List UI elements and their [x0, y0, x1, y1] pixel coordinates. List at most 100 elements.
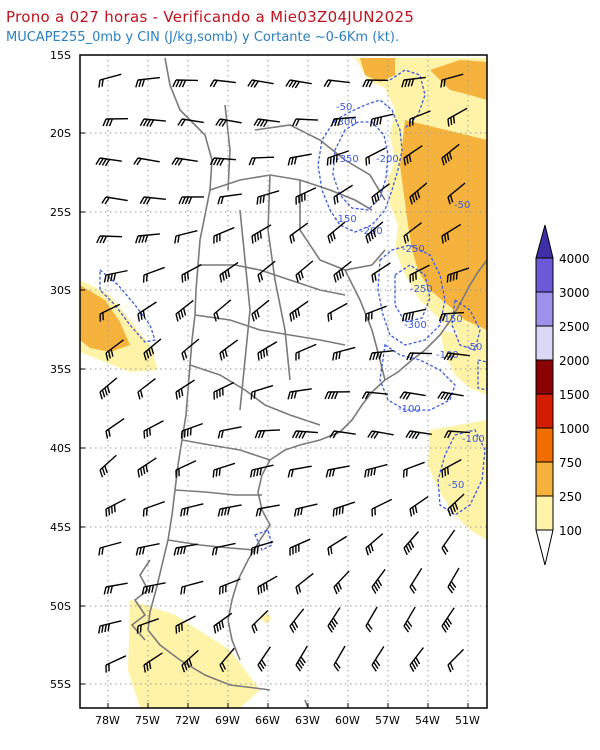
wind-barb — [333, 570, 350, 595]
wind-barb — [219, 647, 235, 673]
wind-barb — [98, 73, 122, 88]
wind-barb — [251, 299, 270, 322]
wind-barb — [217, 426, 242, 439]
wind-barb — [329, 430, 356, 439]
wind-barb — [405, 430, 432, 440]
cin-contour-north-3 — [389, 69, 426, 129]
wind-barb — [447, 493, 465, 517]
wind-barb — [219, 578, 241, 595]
wind-barb — [96, 235, 123, 244]
wind-barb — [209, 79, 236, 88]
wind-barb — [135, 76, 160, 88]
wind-barb — [257, 341, 278, 361]
wind-barb — [250, 384, 274, 400]
cin-label-4: -200 — [376, 154, 399, 165]
cape-area-250-north — [360, 58, 395, 82]
wind-barb — [401, 76, 426, 88]
wind-barb — [257, 260, 276, 283]
colorbar-swatch-2500-3000 — [535, 291, 554, 327]
colorbar-label-1000: 1000 — [559, 422, 590, 436]
wind-barb — [95, 157, 122, 167]
bolivia-brazil-border — [254, 124, 386, 201]
cape-area-250-top — [430, 60, 487, 100]
colorbar-bottom-arrow — [535, 529, 554, 566]
wind-barb — [181, 263, 202, 283]
cin-contour-mid-2 — [394, 264, 431, 323]
colorbar-swatch-3000-4000 — [535, 257, 554, 293]
wind-barb — [251, 224, 272, 244]
wind-barb — [441, 223, 462, 244]
lat-label-25s: 25S — [50, 206, 71, 219]
paraguay-border — [299, 180, 386, 271]
wind-barb — [177, 118, 204, 127]
wind-barb — [323, 79, 350, 88]
wind-barb — [292, 118, 319, 127]
wind-barb — [406, 352, 433, 361]
wind-barb — [401, 308, 426, 322]
wind-barb — [102, 117, 129, 127]
wind-barb — [327, 535, 348, 556]
cin-label-11: -150 — [440, 314, 463, 325]
wind-barb — [257, 575, 278, 595]
wind-barb — [105, 418, 125, 439]
wind-barb — [213, 612, 233, 634]
wind-barb — [105, 655, 127, 673]
wind-barb — [143, 420, 164, 439]
wind-barb — [255, 504, 280, 517]
mucape-shading — [80, 58, 487, 708]
wind-barb — [103, 269, 128, 283]
colorbar-label-2000: 2000 — [559, 354, 590, 368]
cin-label-16: -50 — [448, 480, 464, 491]
wind-barb — [447, 648, 465, 673]
atlantic-coast-argentina — [227, 431, 341, 661]
wind-barb — [99, 377, 118, 400]
wind-barb — [287, 388, 312, 400]
lon-label-63w: 63W — [295, 714, 320, 727]
wind-barb — [332, 501, 356, 517]
province-border-6 — [167, 539, 256, 551]
cin-label-12: -50 — [466, 342, 482, 353]
wind-barb — [289, 222, 309, 244]
cape-area-100-south — [440, 330, 487, 395]
wind-barb — [217, 504, 242, 517]
wind-barb — [141, 582, 166, 595]
wind-barb — [137, 457, 157, 478]
wind-barb — [293, 503, 318, 517]
lat-label-15s: 15S — [50, 49, 71, 62]
wind-barb — [101, 196, 128, 205]
longitude-labels: 78W 75W 72W 69W 66W 63W 60W 57W 54W 51W — [95, 714, 480, 727]
wind-barb — [447, 107, 468, 127]
colorbar-swatch-2000-2500 — [535, 325, 554, 361]
wind-barb — [103, 582, 128, 595]
wind-barb — [257, 646, 271, 672]
wind-barb — [142, 500, 165, 517]
wind-barb — [178, 196, 205, 205]
wind-barb — [215, 118, 242, 127]
wind-barb — [447, 182, 466, 205]
cin-label-7: -50 — [454, 200, 470, 211]
wind-barb — [212, 462, 236, 478]
latitude-labels: 15S 20S 25S 30S 35S 40S 45S 50S 55S — [50, 49, 71, 691]
lat-lon-grid — [80, 55, 487, 708]
wind-barb — [289, 608, 305, 634]
wind-barb — [136, 618, 159, 634]
wind-barb — [253, 118, 280, 128]
lat-label-35s: 35S — [50, 363, 71, 376]
wind-barb — [175, 299, 194, 322]
wind-barb — [437, 391, 464, 401]
wind-barb — [399, 391, 426, 400]
wind-barb — [171, 157, 198, 166]
map-frame — [79, 54, 488, 709]
wind-barb — [441, 143, 460, 166]
wind-barb — [402, 461, 425, 478]
colorbar-swatch-250-750 — [535, 461, 554, 497]
wind-barb — [333, 260, 352, 283]
wind-barb — [333, 645, 346, 672]
lon-label-51w: 51W — [455, 714, 480, 727]
colorbar-label-3000: 3000 — [559, 286, 590, 300]
colorbar-swatch-1000-1500 — [535, 393, 554, 429]
cin-label-2: -300 — [334, 117, 357, 128]
lon-label-60w: 60W — [335, 714, 360, 727]
wind-barb — [409, 647, 424, 672]
